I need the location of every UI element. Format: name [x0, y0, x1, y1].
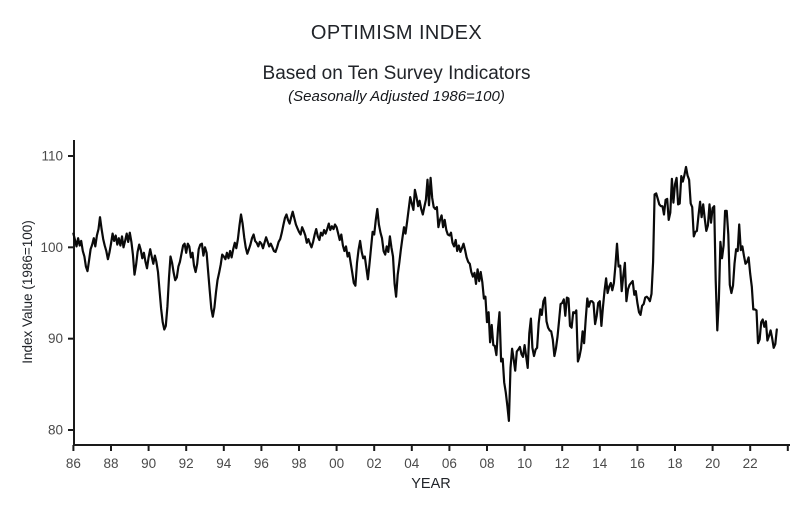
x-tick-label: 92	[179, 456, 194, 471]
x-tick-label: 90	[141, 456, 156, 471]
chart-subtitle: Based on Ten Survey Indicators	[262, 63, 531, 84]
x-tick-label: 04	[404, 456, 420, 471]
x-tick-label: 98	[291, 456, 306, 471]
chart-title: OPTIMISM INDEX	[310, 22, 483, 44]
x-tick-label: 10	[517, 456, 532, 471]
chart-subtitle-note: (Seasonally Adjusted 1986=100)	[288, 88, 505, 105]
y-axis-label: Index Value (1986=100)	[20, 220, 35, 363]
x-tick-label: 12	[555, 456, 570, 471]
x-tick-label: 86	[66, 456, 81, 471]
optimism-index-line	[72, 165, 778, 422]
x-tick-label: 00	[329, 456, 344, 471]
y-tick-label: 90	[48, 331, 63, 346]
x-tick-label: 06	[442, 456, 457, 471]
x-axis-label: YEAR	[411, 476, 451, 492]
y-tick-label: 100	[40, 240, 63, 255]
axis-tick-labels: 80 90 100 110 86 88 90 92 94 96 98 00 02 04 06 08 10 12 14…	[40, 149, 757, 472]
data-line-series	[72, 165, 778, 422]
x-tick-label: 02	[367, 456, 382, 471]
x-tick-label: 20	[705, 456, 720, 471]
x-tick-label: 94	[216, 456, 232, 471]
y-tick-label: 80	[48, 423, 63, 438]
axis-lines	[73, 140, 790, 446]
y-tick-label: 110	[41, 149, 63, 164]
x-tick-label: 08	[479, 456, 494, 471]
x-tick-label: 16	[630, 456, 645, 471]
x-tick-label: 96	[254, 456, 269, 471]
x-tick-label: 14	[592, 456, 608, 471]
x-tick-label: 88	[103, 456, 118, 471]
x-tick-label: 18	[667, 456, 682, 471]
x-tick-label: 22	[743, 456, 758, 471]
